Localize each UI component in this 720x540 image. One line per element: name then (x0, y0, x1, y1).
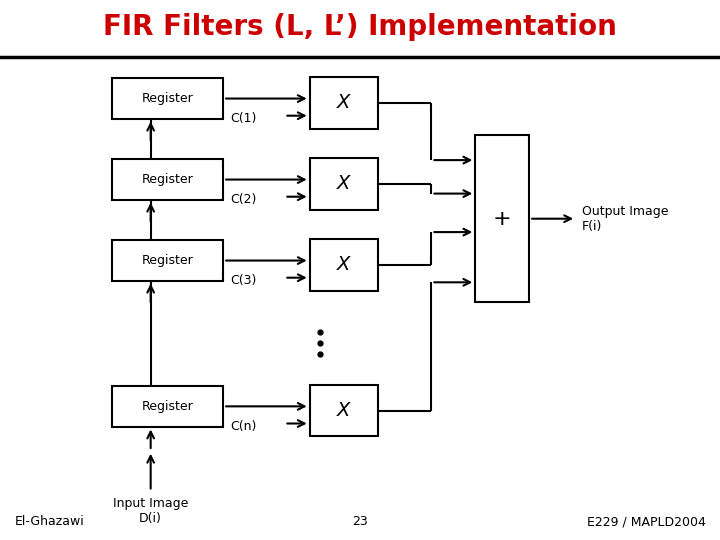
Text: Register: Register (142, 254, 193, 267)
Bar (310, 385, 378, 436)
Bar (310, 158, 378, 210)
Bar (310, 77, 378, 129)
Text: C(2): C(2) (230, 193, 257, 206)
Text: Register: Register (142, 92, 193, 105)
Text: FIR Filters (L, L’) Implementation: FIR Filters (L, L’) Implementation (103, 13, 617, 41)
Text: X: X (337, 93, 351, 112)
Text: C(n): C(n) (230, 420, 257, 433)
Bar (112, 78, 223, 119)
Text: E229 / MAPLD2004: E229 / MAPLD2004 (587, 515, 706, 528)
Text: X: X (337, 174, 351, 193)
Text: Output Image
F(i): Output Image F(i) (582, 205, 668, 233)
Text: Register: Register (142, 400, 193, 413)
Text: +: + (493, 208, 511, 229)
Bar (310, 239, 378, 291)
Bar (112, 159, 223, 200)
Text: X: X (337, 401, 351, 420)
Bar (112, 386, 223, 427)
Text: Register: Register (142, 173, 193, 186)
Text: El-Ghazawi: El-Ghazawi (14, 515, 84, 528)
Bar (475, 135, 529, 302)
Text: X: X (337, 255, 351, 274)
Text: C(1): C(1) (230, 112, 257, 125)
Text: C(3): C(3) (230, 274, 257, 287)
Text: 23: 23 (352, 515, 368, 528)
Bar (112, 240, 223, 281)
Text: Input Image
D(i): Input Image D(i) (113, 497, 189, 525)
